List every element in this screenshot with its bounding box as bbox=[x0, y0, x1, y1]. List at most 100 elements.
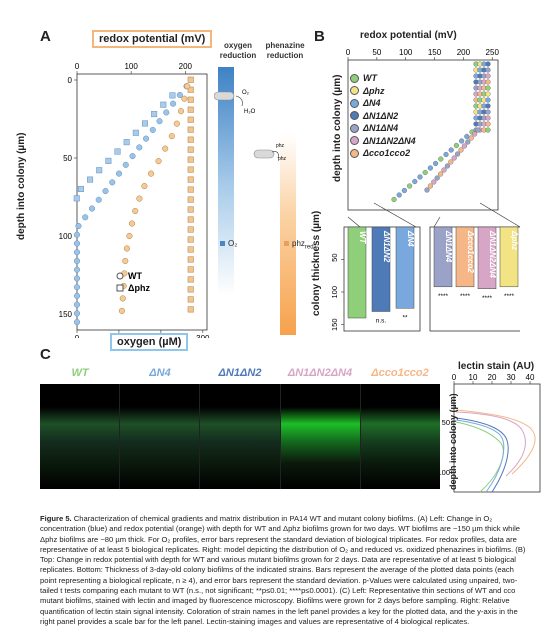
wt-redox-point bbox=[119, 295, 126, 302]
dphz-redox-point bbox=[187, 226, 194, 233]
wt-oxygen-point bbox=[73, 292, 81, 299]
b-legend-item: ΔN1ΔN2ΔN4 bbox=[350, 135, 416, 148]
panel-a-y-axis-label: depth into colony (µm) bbox=[16, 132, 27, 240]
b-bar bbox=[499, 226, 519, 288]
wt-oxygen-point bbox=[109, 179, 116, 186]
b-legend-label: Δcco1cco2 bbox=[363, 148, 411, 159]
panel-a-oxygen-axis-label: oxygen (µM) bbox=[110, 333, 189, 351]
b-top-tick: 200 bbox=[457, 48, 471, 57]
a-y-tick: 50 bbox=[63, 154, 72, 163]
b-legend-item: WT bbox=[350, 72, 416, 85]
wt-oxygen-point bbox=[73, 240, 81, 247]
b-legend-label: Δphz bbox=[363, 85, 385, 96]
b-redox-point bbox=[468, 135, 474, 141]
wt-redox-point bbox=[173, 120, 180, 127]
wt-redox-point bbox=[123, 245, 130, 252]
dphz-redox-point bbox=[187, 256, 194, 263]
b-redox-point bbox=[444, 163, 451, 169]
b-top-tick: 100 bbox=[399, 48, 413, 57]
wt-redox-point bbox=[184, 83, 191, 90]
b-redox-point bbox=[443, 151, 449, 158]
wt-oxygen-point bbox=[73, 319, 81, 326]
b-legend-label: ΔN1ΔN2 bbox=[363, 110, 399, 121]
b-bar bbox=[433, 226, 453, 288]
caption-body: Characterization of chemical gradients a… bbox=[40, 514, 526, 626]
o2-label: O₂ bbox=[242, 90, 250, 96]
b-redox-point bbox=[437, 171, 444, 177]
panel-b-bar-chart: WT ΔN1ΔN2 n.s. ΔN4 ** ΔN1ΔN4 **** Δcco1cco2 ****… bbox=[330, 202, 520, 332]
panel-b-legend: WT Δphz ΔN4 ΔN1ΔN2 ΔN1ΔN4 ΔN1ΔN2ΔN4 Δcco1cco2 bbox=[350, 72, 416, 160]
dphz-redox-point bbox=[187, 236, 194, 243]
dphz-oxygen-point bbox=[169, 92, 176, 99]
b-bar-label: ΔN1ΔN2ΔN4 bbox=[488, 230, 497, 278]
b-top-tick: 0 bbox=[346, 48, 351, 57]
wt-oxygen-point bbox=[163, 109, 170, 116]
b-legend-label: ΔN1ΔN2ΔN4 bbox=[363, 135, 416, 146]
wt-oxygen-point bbox=[115, 170, 123, 177]
b-redox-point bbox=[485, 79, 491, 85]
panel-b-letter: B bbox=[314, 28, 325, 45]
b-redox-point bbox=[472, 131, 478, 137]
dphz-redox-point bbox=[187, 76, 194, 83]
cell-icon bbox=[214, 91, 235, 101]
panel-b-redox-axis-label: redox potential (mV) bbox=[360, 30, 457, 41]
b-bar bbox=[371, 226, 391, 312]
b-redox-point bbox=[427, 183, 434, 189]
c-strip-label: ΔN1ΔN2ΔN4 bbox=[287, 367, 353, 379]
b-top-tick: 250 bbox=[486, 48, 500, 57]
b-redox-point bbox=[485, 97, 491, 103]
b-legend-item: Δphz bbox=[350, 85, 416, 98]
b-legend-marker bbox=[350, 136, 359, 146]
b-redox-point bbox=[432, 160, 439, 167]
b-redox-point bbox=[465, 139, 471, 145]
wt-oxygen-point bbox=[82, 214, 89, 221]
wt-redox-point bbox=[136, 195, 143, 202]
b-redox-point bbox=[448, 159, 454, 165]
b-redox-point bbox=[401, 187, 408, 194]
dphz-redox-point bbox=[187, 286, 194, 293]
b-redox-point bbox=[391, 196, 397, 203]
wt-oxygen-point bbox=[176, 91, 183, 99]
b-bar-label: ΔN1ΔN2 bbox=[382, 230, 391, 263]
cell-icon-2 bbox=[253, 149, 275, 159]
dphz-oxygen-point bbox=[105, 157, 112, 164]
c-micrograph-strip bbox=[120, 384, 201, 489]
dphz-redox-point bbox=[187, 186, 194, 193]
c-lectin-tick: 40 bbox=[526, 373, 535, 382]
b-bar bbox=[477, 226, 497, 289]
b-legend-item: ΔN1ΔN2 bbox=[350, 110, 416, 123]
b-redox-point bbox=[412, 178, 418, 185]
dphz-oxygen-point bbox=[151, 111, 158, 118]
dphz-redox-point bbox=[187, 126, 194, 133]
b-redox-point bbox=[475, 127, 481, 133]
wt-oxygen-point bbox=[88, 205, 96, 212]
dphz-oxygen-point bbox=[73, 195, 80, 202]
c-micrograph-strip bbox=[360, 384, 441, 489]
dphz-redox-point bbox=[187, 166, 194, 173]
wt-oxygen-point bbox=[156, 118, 163, 125]
wt-oxygen-point bbox=[102, 188, 109, 195]
dphz-redox-point bbox=[187, 246, 194, 253]
dphz-redox-point bbox=[187, 96, 194, 103]
dphz-redox-point bbox=[187, 296, 194, 303]
b-bar-label: Δcco1cco2 bbox=[466, 230, 475, 273]
phz-red-label: phz bbox=[276, 143, 285, 149]
b-legend-marker bbox=[350, 111, 359, 121]
c-strip-label: ΔN4 bbox=[149, 367, 171, 379]
c-strip-label: Δcco1cco2 bbox=[371, 367, 429, 379]
b-redox-point bbox=[485, 115, 491, 121]
wt-oxygen-point bbox=[142, 135, 150, 142]
c-lectin-y-tick: 50 bbox=[442, 418, 450, 427]
key-o2-label: O₂ bbox=[228, 239, 238, 248]
b-redox-point bbox=[424, 187, 430, 193]
b-legend-marker bbox=[350, 98, 359, 108]
b-redox-point bbox=[485, 73, 491, 79]
a-bottom-tick: 0 bbox=[75, 334, 80, 338]
wt-redox-point bbox=[181, 95, 188, 102]
b-redox-point bbox=[427, 165, 434, 171]
dphz-redox-point bbox=[187, 136, 194, 143]
b-bar-tick: 150 bbox=[330, 319, 339, 332]
model-cells: O₂ H₂O phz phz bbox=[214, 90, 287, 162]
wt-oxygen-point bbox=[73, 284, 81, 291]
wt-oxygen-point bbox=[73, 275, 81, 282]
